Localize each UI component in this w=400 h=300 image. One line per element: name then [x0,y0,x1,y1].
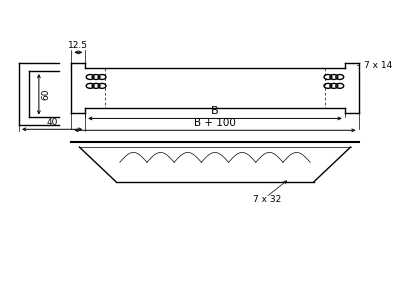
Text: B: B [211,106,219,116]
Text: 40: 40 [46,118,58,127]
Text: 7 x 32: 7 x 32 [253,195,281,204]
Text: 12.5: 12.5 [68,41,88,50]
Text: 7 x 14: 7 x 14 [364,61,393,70]
Text: B + 100: B + 100 [194,118,236,128]
Text: 60: 60 [42,88,51,100]
